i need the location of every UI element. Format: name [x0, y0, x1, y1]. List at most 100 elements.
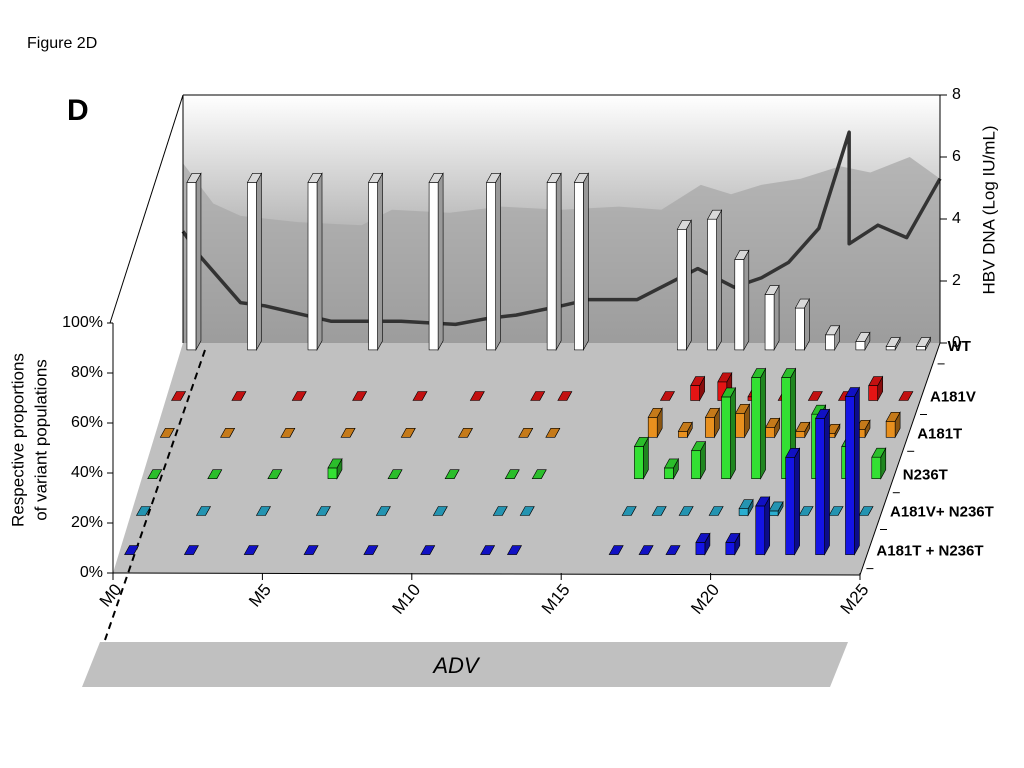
- bar-top: [885, 412, 901, 422]
- bar: [825, 334, 835, 351]
- bar-top: [704, 408, 720, 418]
- legend-label: A181V: [930, 388, 976, 405]
- bar-top: [828, 506, 844, 516]
- bar-top: [707, 209, 723, 220]
- bar-top: [734, 250, 750, 260]
- bar-top: [721, 387, 737, 398]
- bar-top: [663, 458, 679, 469]
- bar-top: [795, 422, 811, 432]
- bar-side: [195, 172, 202, 352]
- bar-top: [794, 298, 810, 309]
- bar: [676, 228, 687, 351]
- bar-top: [764, 285, 780, 295]
- bar-top: [469, 391, 485, 401]
- bar: [725, 542, 736, 555]
- bar-top: [868, 376, 884, 386]
- bar: [871, 456, 882, 479]
- bar-top: [375, 506, 391, 516]
- bar-top: [428, 173, 444, 183]
- bar-side: [256, 172, 262, 352]
- bar-top: [387, 469, 403, 480]
- legend-label: N236T: [903, 467, 948, 484]
- bar-side: [794, 447, 800, 556]
- dashed-guide: [104, 349, 206, 641]
- bar: [765, 427, 775, 438]
- side-wall-edge: [109, 94, 184, 324]
- bar: [691, 450, 701, 479]
- y2-tick-label: 6: [952, 148, 961, 165]
- bar-side: [854, 386, 860, 556]
- bar-top: [280, 427, 296, 438]
- bar-side: [555, 172, 562, 352]
- panel-label: D: [67, 94, 89, 127]
- bar-top: [915, 337, 931, 347]
- bar-top: [725, 533, 741, 543]
- bar: [785, 457, 795, 555]
- bar: [795, 307, 805, 351]
- bar-top: [858, 506, 874, 516]
- bar-top: [207, 469, 223, 480]
- bar-top: [255, 506, 271, 516]
- bar-top: [690, 441, 707, 452]
- bar-side: [437, 172, 444, 352]
- bar-top: [315, 506, 331, 516]
- bar-top: [798, 506, 814, 516]
- bar-top: [243, 545, 259, 555]
- bar-side: [495, 172, 501, 352]
- bar: [734, 259, 745, 351]
- bar: [247, 182, 257, 351]
- bar-top: [677, 422, 693, 432]
- bar-side: [743, 249, 750, 352]
- bar-side: [730, 386, 736, 480]
- bar-top: [531, 469, 547, 480]
- bar: [751, 377, 761, 479]
- y-label: Respective proportions: [8, 353, 27, 527]
- bar-top: [504, 469, 520, 480]
- legend-label: A181V+ N236T: [890, 503, 994, 520]
- bar-top: [678, 506, 694, 516]
- bar: [868, 385, 878, 401]
- x-axis: [112, 572, 861, 576]
- bar: [486, 182, 496, 351]
- hbv-dna-line: [181, 130, 942, 327]
- bar-top: [690, 376, 706, 386]
- x-tick-label: M5: [245, 580, 275, 610]
- bar-top: [781, 368, 797, 378]
- x-tick-label: M20: [687, 580, 723, 618]
- bar: [664, 467, 674, 480]
- bar: [764, 294, 775, 351]
- bar-top: [352, 391, 368, 401]
- bar-top: [755, 496, 771, 507]
- y2-tick-label: 0: [952, 334, 961, 351]
- legend-label: A181T: [917, 425, 962, 442]
- y-tick-label: 100%: [62, 314, 103, 331]
- figure-label: Figure 2D: [27, 35, 97, 52]
- bar-top: [557, 391, 573, 401]
- bar-top: [307, 173, 323, 183]
- bar-top: [457, 427, 473, 438]
- bar: [690, 385, 700, 401]
- bar: [707, 218, 717, 351]
- bar-top: [220, 427, 236, 438]
- bar: [428, 182, 439, 351]
- bar-top: [844, 387, 860, 397]
- bar-top: [363, 545, 379, 555]
- bar-top: [573, 173, 589, 183]
- bar-side: [824, 408, 830, 556]
- legend-label: A181T + N236T: [876, 543, 983, 560]
- bar-top: [480, 545, 496, 555]
- bar: [678, 431, 688, 438]
- bar-top: [708, 506, 724, 516]
- x-tick-label: M15: [538, 580, 574, 618]
- bar-top: [608, 545, 624, 555]
- bar: [695, 542, 706, 555]
- bar-top: [124, 545, 140, 555]
- y-tick-label: 80%: [71, 364, 103, 381]
- bar-side: [377, 172, 383, 352]
- bar-top: [195, 506, 211, 516]
- bar-top: [183, 545, 199, 555]
- bar-top: [695, 533, 711, 543]
- bar: [735, 413, 745, 438]
- bar: [186, 182, 197, 351]
